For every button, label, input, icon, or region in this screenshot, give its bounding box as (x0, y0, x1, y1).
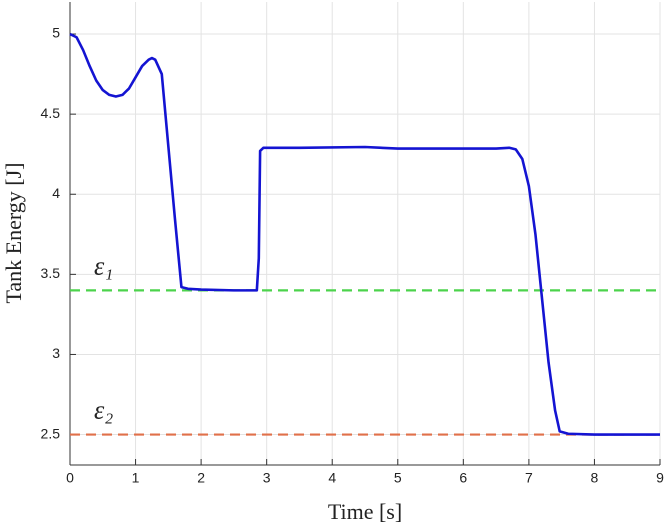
y-tick-label: 5 (52, 25, 60, 41)
y-tick-label: 3 (52, 345, 60, 361)
y-tick-label: 2.5 (41, 425, 61, 441)
y-tick-label: 4 (52, 185, 60, 201)
reference-label: ε₂ (94, 396, 113, 425)
x-tick-label: 0 (66, 470, 74, 486)
line (69, 32, 660, 436)
x-tick-label: 5 (394, 470, 402, 486)
x-tick-label: 1 (132, 470, 140, 486)
x-tick-label: 4 (328, 470, 336, 486)
y-tick-label: 3.5 (41, 265, 61, 281)
x-tick-label: 7 (525, 470, 533, 486)
x-tick-label: 8 (591, 470, 599, 486)
y-tick-label: 4.5 (41, 105, 61, 121)
x-axis-title: Time [s] (328, 499, 402, 524)
y-axis-title: Tank Energy [J] (1, 162, 26, 303)
x-tick-label: 3 (263, 470, 271, 486)
x-tick-label: 6 (459, 470, 467, 486)
x-tick-label: 2 (197, 470, 205, 486)
x-tick-label: 9 (656, 470, 664, 486)
reference-label: ε₁ (94, 251, 113, 280)
